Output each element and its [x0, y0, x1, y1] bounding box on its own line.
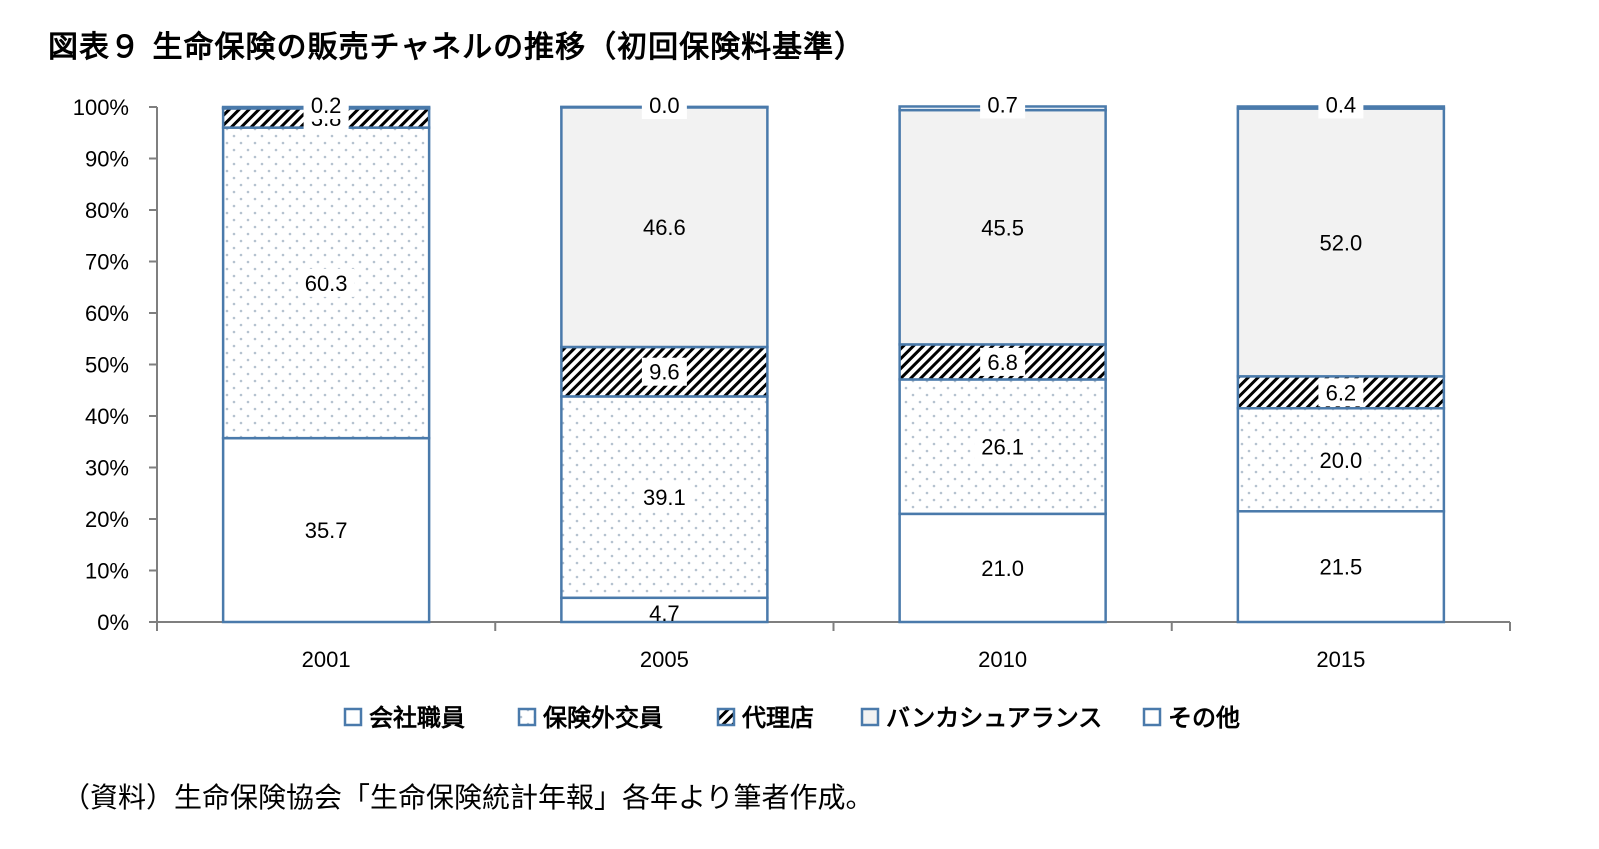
legend-swatch [716, 707, 736, 727]
data-label: 6.8 [987, 350, 1018, 375]
data-label-bg [641, 91, 687, 119]
data-label: 21.5 [1319, 555, 1362, 580]
data-label: 21.0 [981, 556, 1024, 581]
y-tick-label: 100% [73, 95, 129, 120]
bars [221, 105, 1446, 624]
data-label: 20.0 [1319, 448, 1362, 473]
data-label-bg [980, 90, 1026, 119]
legend-swatch [343, 707, 363, 727]
y-tick-label: 0% [97, 610, 129, 635]
x-tick-label: 2005 [640, 647, 689, 672]
x-tick-label: 2001 [302, 647, 351, 672]
x-tick-label: 2010 [978, 647, 1027, 672]
y-tick-label: 30% [85, 456, 129, 481]
legend-label: 保険外交員 [542, 704, 663, 732]
bar-segment [221, 436, 431, 624]
data-label: 46.6 [643, 215, 686, 240]
y-tick-label: 80% [85, 198, 129, 223]
legend-label: バンカシュアランス [886, 704, 1102, 732]
bar-segment [560, 596, 769, 624]
data-label-bg [1318, 90, 1364, 119]
legend-label: その他 [1168, 704, 1240, 732]
data-label-bg [636, 483, 693, 512]
legend-swatch [517, 707, 537, 727]
data-labels: 35.760.33.80.24.739.19.646.60.021.026.16… [298, 90, 1369, 626]
data-label: 26.1 [981, 435, 1024, 460]
data-label-bg [636, 212, 693, 241]
data-label: 0.4 [1326, 92, 1357, 117]
data-label: 52.0 [1319, 230, 1362, 255]
data-label: 4.7 [649, 601, 680, 626]
y-tick-label: 70% [85, 250, 129, 275]
legend-swatch [1142, 707, 1162, 727]
y-tick-label: 50% [85, 353, 129, 378]
bar-segment [1236, 510, 1446, 624]
data-label-bg [641, 357, 687, 386]
chart-title: 図表９ 生命保険の販売チャネルの推移（初回保険料基準） [48, 30, 866, 65]
y-tick-label: 20% [85, 507, 129, 532]
legend-label: 代理店 [741, 704, 814, 732]
bar-segment [898, 512, 1107, 624]
data-label-bg [1312, 445, 1369, 474]
data-label: 0.0 [649, 93, 680, 118]
y-tick-label: 90% [85, 147, 129, 172]
data-label: 60.3 [305, 271, 348, 296]
data-label: 45.5 [981, 215, 1024, 240]
data-label: 6.2 [1326, 380, 1357, 405]
data-label-bg [974, 432, 1031, 461]
y-tick-label: 40% [85, 404, 129, 429]
x-tick-label: 2015 [1316, 647, 1365, 672]
legend-swatch [860, 707, 880, 727]
axes: 0% 10% 20% 30% 40% 50% 60% 70% 80% 90% 100% 2001 200… [73, 95, 1511, 672]
source-note: （資料）生命保険協会「生命保険統計年報」各年より筆者作成。 [62, 781, 874, 814]
data-label: 39.1 [643, 485, 686, 510]
data-label: 0.7 [987, 92, 1018, 117]
legend: 会社職員 保険外交員 代理店 バンカシュアランス その他 [343, 704, 1240, 732]
data-label-bg [974, 213, 1031, 242]
data-label: 9.6 [649, 360, 680, 385]
data-label: 35.7 [305, 518, 348, 543]
data-label-bg [1318, 378, 1364, 407]
y-tick-label: 10% [85, 559, 129, 584]
y-tick-label: 60% [85, 301, 129, 326]
data-label: 0.2 [311, 93, 342, 118]
data-label-bg [298, 268, 355, 297]
data-label-bg [980, 347, 1026, 376]
data-label-bg [1312, 228, 1369, 257]
stacked-bar-chart: 0% 10% 20% 30% 40% 50% 60% 70% 80% 90% 100% 2001 200… [73, 90, 1511, 732]
data-label-bg [303, 91, 349, 119]
legend-label: 会社職員 [369, 704, 465, 732]
